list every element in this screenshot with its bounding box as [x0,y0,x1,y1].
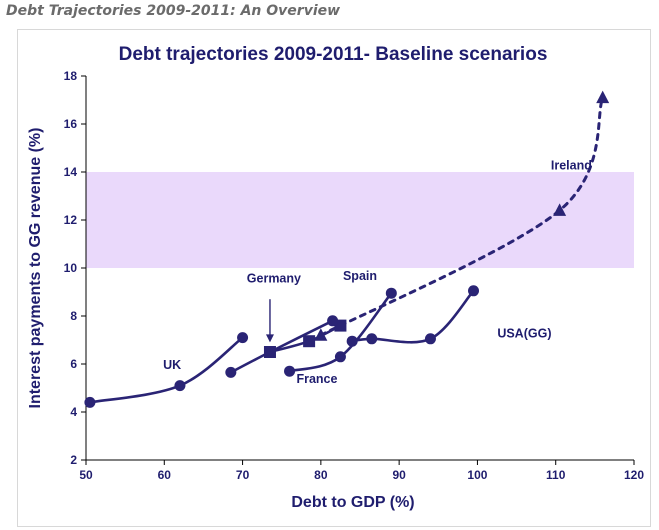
point-france [225,366,237,378]
x-tick-label: 110 [546,468,566,482]
point-ireland [553,203,567,216]
chart-title: Debt trajectories 2009-2011- Baseline sc… [119,44,548,65]
point-uk [84,396,96,408]
point-germany [303,335,316,348]
label-spain: Spain [343,269,377,283]
y-tick-label: 14 [64,165,78,179]
y-axis-title: Interest payments to GG revenue (%) [27,128,44,409]
series-line-france [229,319,334,374]
x-tick-label: 80 [314,468,328,482]
point-usa-gg [468,285,480,297]
shaded-band [86,172,634,268]
series-line-usa-gg [350,289,475,344]
y-tick-label: 18 [64,69,78,83]
x-tick-label: 120 [624,468,644,482]
annotation-arrow-head [265,334,274,343]
point-ireland [596,90,610,104]
point-usa-gg [366,333,378,345]
series-labels: UK Germany France Spain USA(GG) Ireland [163,159,592,387]
x-axis-title: Debt to GDP (%) [291,494,414,511]
x-tick-label: 50 [79,468,93,482]
point-uk [237,332,249,344]
label-ireland: Ireland [551,159,592,173]
label-uk: UK [163,358,181,372]
y-tick-label: 6 [70,357,77,371]
y-tick-label: 10 [64,261,78,275]
series-line-ireland [319,96,605,337]
label-usa-gg: USA(GG) [497,327,551,341]
x-tick-label: 90 [392,468,406,482]
point-spain [284,365,296,377]
point-uk [174,380,186,392]
y-tick-label: 16 [64,117,78,131]
point-usa-gg [346,335,358,347]
point-spain [385,287,397,299]
series-markers [84,90,610,408]
label-france: France [296,372,337,386]
shaded-band-layer [86,172,634,268]
y-tick-label: 12 [64,213,78,227]
point-usa-gg [424,333,436,345]
axes: 2 4 6 8 10 12 14 16 18 50 60 70 80 90 100 110 120 [64,69,645,482]
point-spain [334,351,346,363]
y-tick-label: 2 [70,453,77,467]
point-france [327,315,339,327]
chart-frame: 2 4 6 8 10 12 14 16 18 50 60 70 80 90 100 110 120 UK Germ… [17,29,651,527]
x-tick-label: 70 [236,468,250,482]
debt-trajectories-chart: 2 4 6 8 10 12 14 16 18 50 60 70 80 90 100 110 120 UK Germ… [27,44,645,511]
x-tick-label: 60 [158,468,172,482]
page-heading: Debt Trajectories 2009-2011: An Overview [6,3,341,19]
point-france [264,346,276,358]
x-tick-label: 100 [467,468,487,482]
label-germany: Germany [247,271,301,285]
y-tick-label: 8 [70,309,77,323]
point-ireland [314,328,328,341]
y-tick-label: 4 [70,405,77,419]
